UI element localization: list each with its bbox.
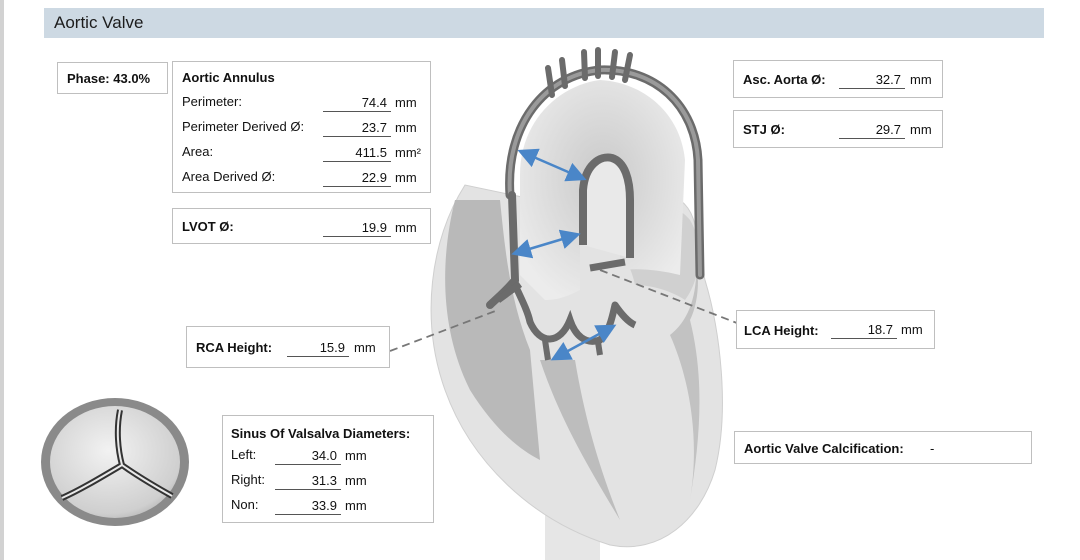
annulus-label: Perimeter:	[182, 94, 242, 109]
valve-short-axis-icon	[41, 398, 189, 526]
annulus-label: Area Derived Ø:	[182, 169, 276, 184]
asc-aorta-box: Asc. Aorta Ø: 32.7 mm	[733, 60, 943, 98]
sinus-unit: mm	[345, 448, 367, 463]
annulus-label: Area:	[182, 144, 214, 159]
aortic-annulus-panel: Aortic Annulus Perimeter: 74.4 mm Perime…	[172, 61, 431, 193]
lvot-value: 19.9	[323, 219, 391, 237]
calcification-value: -	[930, 441, 935, 456]
stj-box: STJ Ø: 29.7 mm	[733, 110, 943, 148]
sinus-value: 33.9	[275, 497, 341, 515]
rca-height-box: RCA Height: 15.9 mm	[186, 326, 390, 368]
annulus-unit: mm	[395, 170, 417, 185]
left-edge-strip	[0, 0, 4, 560]
annulus-row-perimeter-derived: Perimeter Derived Ø: 23.7 mm	[173, 119, 430, 139]
arch-branches	[545, 47, 633, 98]
sinus-label: Non:	[231, 497, 259, 512]
annulus-arrow	[550, 324, 617, 361]
sinus-row-non: Non: 33.9 mm	[223, 497, 433, 517]
stj-arrow	[511, 229, 581, 259]
lca-height-box: LCA Height: 18.7 mm	[736, 310, 935, 349]
annulus-row-perimeter: Perimeter: 74.4 mm	[173, 94, 430, 114]
annulus-row-area: Area: 411.5 mm²	[173, 144, 430, 164]
sinus-label: Left:	[231, 447, 257, 462]
phase-label: Phase: 43.0%	[67, 71, 151, 86]
annulus-title: Aortic Annulus	[182, 70, 275, 85]
calcification-box: Aortic Valve Calcification: -	[734, 431, 1032, 464]
rca-leader	[389, 309, 499, 352]
sinus-title: Sinus Of Valsalva Diameters:	[231, 426, 411, 441]
annulus-unit: mm	[395, 95, 417, 110]
annulus-label: Perimeter Derived Ø:	[182, 119, 305, 134]
annulus-unit: mm	[395, 120, 417, 135]
lvot-unit: mm	[395, 220, 417, 235]
sinus-unit: mm	[345, 498, 367, 513]
asc-aorta-unit: mm	[910, 72, 932, 87]
sinus-row-right: Right: 31.3 mm	[223, 472, 433, 492]
stj-value: 29.7	[839, 121, 905, 139]
asc-aorta-arrow	[517, 148, 587, 182]
stj-label: STJ Ø:	[743, 122, 785, 137]
asc-aorta-label: Asc. Aorta Ø:	[743, 72, 826, 87]
lca-unit: mm	[901, 322, 923, 337]
inner-arch	[579, 153, 634, 258]
annulus-value: 411.5	[323, 144, 391, 162]
section-header: Aortic Valve	[44, 8, 1044, 38]
annulus-unit: mm²	[395, 145, 421, 160]
annulus-row-area-derived: Area Derived Ø: 22.9 mm	[173, 169, 430, 189]
asc-aorta-value: 32.7	[839, 71, 905, 89]
rca-value: 15.9	[287, 339, 349, 357]
calcification-label: Aortic Valve Calcification:	[744, 441, 904, 456]
sinus-label: Right:	[231, 472, 265, 487]
lca-value: 18.7	[831, 321, 897, 339]
sinus-row-left: Left: 34.0 mm	[223, 447, 433, 467]
lvot-label: LVOT Ø:	[182, 219, 234, 234]
stj-unit: mm	[910, 122, 932, 137]
sinus-value: 34.0	[275, 447, 341, 465]
rca-label: RCA Height:	[196, 340, 273, 355]
annulus-value: 23.7	[323, 119, 391, 137]
sinus-value: 31.3	[275, 472, 341, 490]
phase-box: Phase: 43.0%	[57, 62, 168, 94]
sinus-unit: mm	[345, 473, 367, 488]
annulus-value: 22.9	[323, 169, 391, 187]
sinus-panel: Sinus Of Valsalva Diameters: Left: 34.0 …	[222, 415, 434, 523]
lca-label: LCA Height:	[744, 323, 819, 338]
annulus-value: 74.4	[323, 94, 391, 112]
rca-unit: mm	[354, 340, 376, 355]
lvot-box: LVOT Ø: 19.9 mm	[172, 208, 431, 244]
section-title: Aortic Valve	[54, 13, 144, 32]
